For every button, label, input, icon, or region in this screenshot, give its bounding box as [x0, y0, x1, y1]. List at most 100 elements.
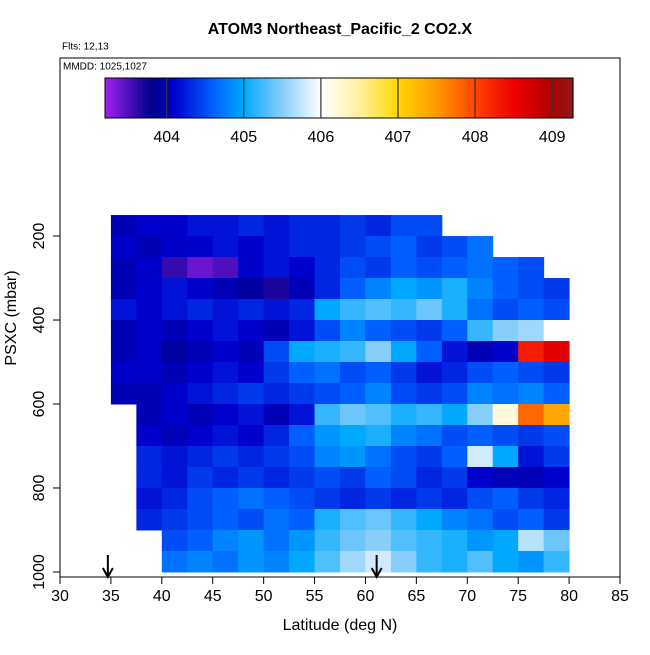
heat-cell [263, 508, 290, 531]
colorbar-swatch [137, 78, 141, 118]
colorbar-swatch [567, 78, 571, 118]
colorbar-swatch [347, 78, 352, 118]
colorbar-swatch [368, 78, 372, 118]
colorbar-swatch [350, 78, 355, 118]
colorbar-swatch [210, 78, 214, 118]
heat-cell [238, 529, 265, 552]
colorbar-swatch [292, 78, 296, 118]
colorbar-swatch [157, 78, 162, 118]
colorbar-swatch [260, 78, 264, 118]
heat-cell [238, 362, 265, 384]
heat-cell [161, 341, 188, 363]
heat-cell [390, 299, 417, 321]
colorbar-swatch [213, 78, 217, 118]
heat-cell [136, 404, 163, 426]
colorbar-tick-label: 405 [230, 129, 257, 146]
heat-cell [289, 278, 316, 300]
heat-cell [441, 362, 468, 384]
heat-cell [467, 487, 494, 510]
colorbar-swatch [107, 78, 112, 118]
colorbar-swatch [365, 78, 369, 118]
heat-cell [187, 278, 214, 300]
heat-cell [212, 257, 239, 279]
heat-cell [136, 424, 163, 447]
heat-cell [263, 529, 290, 552]
colorbar-swatch [570, 78, 574, 118]
heat-cell [314, 529, 341, 552]
heat-cell [467, 299, 494, 321]
heat-cell [543, 341, 570, 363]
heat-cell [365, 299, 392, 321]
colorbar-swatch [496, 78, 501, 118]
heat-cell [187, 424, 214, 447]
heat-cell [390, 487, 417, 510]
heat-cell [289, 445, 316, 468]
x-tick-label: 80 [560, 588, 578, 605]
colorbar-tick-label: 407 [385, 129, 412, 146]
colorbar-swatch [333, 78, 337, 118]
heat-cell [238, 257, 265, 279]
heat-cell [365, 257, 392, 279]
heat-cell [441, 445, 468, 468]
colorbar-swatch [201, 78, 206, 118]
heat-cell [136, 278, 163, 300]
heat-cell [314, 466, 341, 489]
heat-cell [390, 320, 417, 342]
colorbar-swatch [517, 78, 521, 118]
colorbar-swatch [298, 78, 302, 118]
colorbar-swatch [207, 78, 211, 118]
colorbar-swatch [464, 78, 469, 118]
heat-cell [289, 236, 316, 258]
heat-cell [365, 550, 392, 573]
heat-cell [161, 383, 188, 405]
heat-cell [161, 424, 188, 447]
colorbar-tick-label: 408 [462, 129, 489, 146]
heat-cell [238, 487, 265, 510]
heat-cell [416, 487, 443, 510]
colorbar-swatch [110, 78, 115, 118]
colorbar-swatch [371, 78, 375, 118]
heat-cell [161, 215, 188, 237]
heat-cell [365, 215, 392, 237]
colorbar-swatch [511, 78, 516, 118]
colorbar-swatch [526, 78, 530, 118]
heat-cell [238, 299, 265, 321]
heat-cell [543, 424, 570, 447]
colorbar-swatch [145, 78, 150, 118]
heat-cell [543, 383, 570, 405]
heat-cell [136, 487, 163, 510]
colorbar-swatch [382, 78, 387, 118]
heat-cell [161, 508, 188, 531]
colorbar-swatch [435, 78, 440, 118]
heat-cell [492, 341, 519, 363]
heat-cell [340, 215, 366, 237]
colorbar-swatch [195, 78, 200, 118]
heat-cell [365, 362, 392, 384]
heat-cell [365, 320, 392, 342]
heat-cell [518, 320, 545, 342]
colorbar-swatch [172, 78, 176, 118]
heat-cell [340, 424, 366, 447]
heat-cell [289, 299, 316, 321]
heat-cell [543, 487, 570, 510]
colorbar-swatch [494, 78, 498, 118]
colorbar-swatch [374, 78, 378, 118]
colorbar-swatch [385, 78, 390, 118]
heat-cell [467, 362, 494, 384]
heat-cell [390, 236, 417, 258]
heat-cell [365, 424, 392, 447]
heat-cell [467, 529, 494, 552]
heat-cell [365, 236, 392, 258]
heat-cell [416, 466, 443, 489]
heat-cell [187, 341, 214, 363]
heat-cell [314, 320, 341, 342]
colorbar-swatch [254, 78, 258, 118]
heat-cell [543, 404, 570, 426]
heat-cell [365, 383, 392, 405]
heat-cell [340, 257, 366, 279]
heat-cell [212, 550, 239, 573]
heat-cell [212, 445, 239, 468]
heat-cell [110, 299, 137, 321]
colorbar-swatch [277, 78, 282, 118]
colorbar-tick-label: 404 [153, 129, 180, 146]
